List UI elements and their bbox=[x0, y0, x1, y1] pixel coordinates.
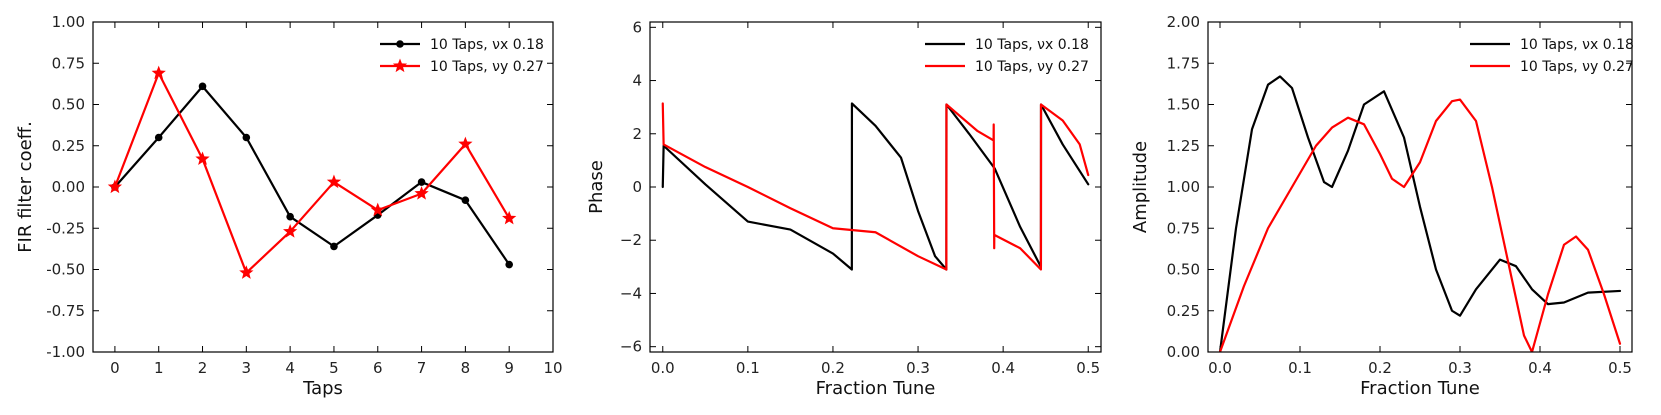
data-point-star bbox=[370, 202, 385, 217]
y-tick-label: −2 bbox=[620, 231, 642, 249]
x-tick-label: 0.0 bbox=[1208, 359, 1232, 377]
legend-label: 10 Taps, νx 0.18 bbox=[1520, 37, 1634, 53]
plot-frame bbox=[92, 21, 554, 353]
y-axis-label: Phase bbox=[586, 160, 607, 214]
data-point bbox=[242, 133, 251, 142]
x-tick-label: 0.4 bbox=[991, 359, 1015, 377]
y-tick-label: 2.00 bbox=[1167, 13, 1200, 31]
legend-label: 10 Taps, νy 0.27 bbox=[1520, 59, 1634, 75]
series-line-2 bbox=[113, 72, 511, 274]
x-tick-label: 0.5 bbox=[1076, 359, 1100, 377]
y-tick-label: 1.25 bbox=[1167, 137, 1200, 155]
x-tick-label: 3 bbox=[242, 359, 252, 377]
legend: 10 Taps, νx 0.18 10 Taps, νy 0.27 bbox=[380, 37, 544, 75]
x-tick-label: 1 bbox=[154, 359, 164, 377]
data-point-star bbox=[283, 224, 298, 238]
data-point bbox=[505, 260, 513, 269]
x-tick-label: 0.2 bbox=[1368, 359, 1392, 377]
y-tick-label: -0.50 bbox=[46, 261, 85, 279]
y-tick-label: 0.75 bbox=[1167, 219, 1200, 237]
y-tick-label: 0.25 bbox=[52, 137, 85, 155]
x-tick-label: 10 bbox=[543, 359, 562, 377]
y-tick-label: 0 bbox=[632, 178, 642, 196]
x-tick-label: 0.1 bbox=[1288, 359, 1312, 377]
x-tick-label: 7 bbox=[417, 359, 427, 377]
legend-marker bbox=[396, 40, 404, 48]
x-tick-label: 0.2 bbox=[821, 359, 845, 377]
series-line-2 bbox=[661, 102, 1090, 271]
data-point-star bbox=[458, 136, 473, 151]
x-tick-label: 0.5 bbox=[1608, 359, 1632, 377]
y-tick-label: 0.50 bbox=[1167, 261, 1200, 279]
legend-label: 10 Taps, νx 0.18 bbox=[430, 37, 544, 53]
data-point-star bbox=[107, 179, 123, 194]
x-axis-label: Taps bbox=[302, 378, 343, 399]
x-tick-label: 9 bbox=[504, 359, 514, 377]
x-tick-label: 0.3 bbox=[906, 359, 930, 377]
y-axis-label: FIR filter coeff. bbox=[15, 121, 36, 253]
y-tick-label: -1.00 bbox=[46, 343, 85, 361]
data-point-star bbox=[151, 65, 166, 80]
x-tick-label: 5 bbox=[329, 359, 339, 377]
legend-label: 10 Taps, νy 0.27 bbox=[975, 59, 1089, 75]
data-point bbox=[154, 133, 163, 142]
plot-frame bbox=[1207, 21, 1633, 353]
data-point bbox=[461, 196, 470, 204]
legend-label: 10 Taps, νy 0.27 bbox=[430, 59, 544, 75]
data-point-star bbox=[414, 186, 429, 200]
legend-marker bbox=[392, 58, 408, 73]
data-point-star bbox=[502, 210, 517, 225]
series-line-1 bbox=[1218, 75, 1622, 352]
data-point bbox=[330, 242, 338, 251]
y-tick-label: −6 bbox=[620, 338, 642, 356]
x-tick-label: 8 bbox=[461, 359, 471, 377]
series-line-1 bbox=[661, 102, 1090, 271]
legend-label: 10 Taps, νx 0.18 bbox=[975, 37, 1089, 53]
y-tick-label: −4 bbox=[620, 284, 642, 302]
data-point bbox=[198, 82, 207, 91]
y-tick-label: 6 bbox=[632, 18, 642, 36]
y-tick-label: 1.00 bbox=[52, 13, 85, 31]
legend: 10 Taps, νx 0.18 10 Taps, νy 0.27 bbox=[925, 37, 1089, 75]
x-tick-label: 0 bbox=[110, 359, 120, 377]
data-point-star bbox=[326, 174, 342, 189]
data-point-star bbox=[239, 265, 254, 279]
y-axis-label: Amplitude bbox=[1130, 141, 1151, 233]
x-tick-label: 4 bbox=[285, 359, 295, 377]
y-tick-label: -0.25 bbox=[46, 219, 85, 237]
y-tick-label: 0.50 bbox=[52, 96, 85, 114]
y-tick-label: 0.00 bbox=[1167, 343, 1200, 361]
x-tick-label: 0.1 bbox=[736, 359, 760, 377]
chart-panel-1: 0 1 2 3 4 5 6 7 8 9 10 -1.00 -0.75 -0.50 -0.25 0.00 0.25… bbox=[15, 13, 563, 399]
series-line-1 bbox=[113, 85, 511, 266]
chart-panel-3: 0.0 0.1 0.2 0.3 0.4 0.5 0.00 0.25 0.50 0.75 1.00 1.… bbox=[1130, 13, 1634, 399]
y-tick-label: 4 bbox=[632, 72, 642, 90]
x-tick-label: 0.3 bbox=[1448, 359, 1472, 377]
legend: 10 Taps, νx 0.18 10 Taps, νy 0.27 bbox=[1470, 37, 1634, 75]
y-tick-label: 1.50 bbox=[1167, 96, 1200, 114]
y-tick-label: -0.75 bbox=[46, 302, 85, 320]
x-axis-label: Fraction Tune bbox=[816, 378, 936, 399]
series-line-2 bbox=[1218, 98, 1622, 352]
x-axis-label: Fraction Tune bbox=[1360, 378, 1480, 399]
x-tick-label: 2 bbox=[198, 359, 208, 377]
data-point bbox=[286, 212, 294, 221]
y-tick-label: 0.25 bbox=[1167, 302, 1200, 320]
data-point bbox=[417, 178, 426, 186]
y-tick-label: 1.00 bbox=[1167, 178, 1200, 196]
y-tick-label: 1.75 bbox=[1167, 54, 1200, 72]
chart-panel-2: 0.0 0.1 0.2 0.3 0.4 0.5 −6 −4 −2 0 2 4 6 Fraction Tun… bbox=[586, 18, 1102, 399]
x-tick-label: 0.0 bbox=[651, 359, 675, 377]
data-point-star bbox=[195, 151, 210, 166]
x-tick-label: 0.4 bbox=[1528, 359, 1552, 377]
x-tick-label: 6 bbox=[373, 359, 383, 377]
y-tick-label: 2 bbox=[632, 125, 642, 143]
y-tick-label: 0.75 bbox=[52, 54, 85, 72]
plot-frame bbox=[649, 21, 1102, 353]
y-tick-label: 0.00 bbox=[52, 178, 85, 196]
